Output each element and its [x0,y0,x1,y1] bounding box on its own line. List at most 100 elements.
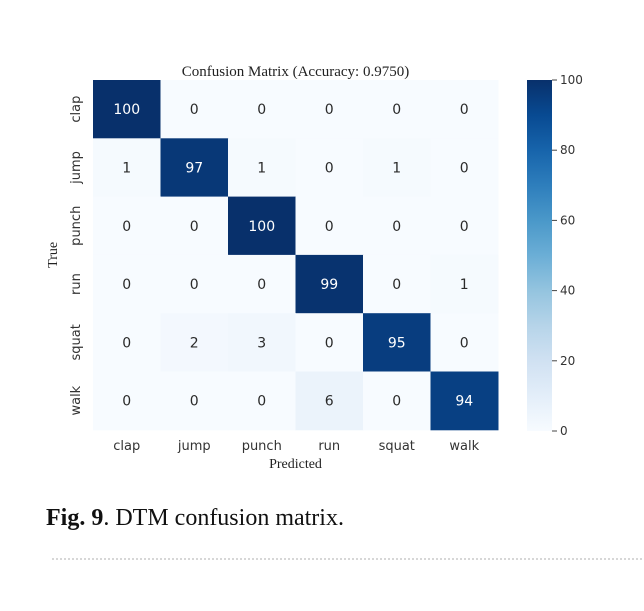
heatmap-cell [93,80,161,139]
heatmap-cell [93,371,161,431]
cell-value-label: 0 [325,102,334,118]
cell-value-label: 95 [388,335,406,351]
cell-value-label: 0 [460,160,469,176]
colorbar-tick-label: 100 [560,73,583,87]
x-tick-label: squat [379,439,415,454]
heatmap-cell [430,138,499,198]
heatmap-cell [228,80,296,139]
cell-value-label: 0 [325,219,334,235]
cell-value-label: 99 [320,277,338,293]
heatmap-cell [430,196,499,256]
cell-value-label: 0 [460,102,469,118]
heatmap-cell [93,196,161,256]
y-tick-label: clap [69,96,84,123]
heatmap-cell [363,196,431,256]
figure-caption: Fig. 9. DTM confusion matrix. [46,505,344,532]
chart-title: Confusion Matrix (Accuracy: 0.9750) [182,64,409,80]
cell-value-label: 3 [257,335,266,351]
heatmap-cell [228,313,296,372]
heatmap-cell [228,196,296,256]
x-axis-label: Predicted [269,457,322,472]
x-tick-label: walk [449,439,479,454]
heatmap-cell [160,313,229,372]
heatmap-cell [160,196,229,256]
heatmap-cell [228,254,296,314]
colorbar-tick-label: 20 [560,354,575,368]
y-tick-label: walk [69,385,84,415]
cell-value-label: 0 [122,394,131,410]
x-tick-label: run [318,439,340,454]
heatmap-cell [295,196,364,256]
x-tick-label: clap [113,439,140,454]
colorbar-tick-label: 60 [560,213,575,227]
cell-value-label: 97 [185,160,203,176]
heatmap-cell [295,254,364,314]
heatmap-cell [363,138,431,198]
heatmap-cell [295,80,364,139]
heatmap-cell [93,138,161,198]
cell-value-label: 0 [392,277,401,293]
cell-value-label: 0 [325,335,334,351]
y-tick-label: run [69,273,84,295]
heatmap-cell [93,254,161,314]
colorbar-tick-label: 0 [560,424,568,438]
cell-value-label: 0 [122,277,131,293]
x-tick-label: punch [242,439,282,454]
caption-text: . DTM confusion matrix. [103,505,344,531]
heatmap-cell [228,138,296,198]
colorbar-tick-label: 80 [560,143,575,157]
colorbar-tick-label: 40 [560,284,575,298]
heatmap-cell [295,138,364,198]
y-tick-label: punch [69,206,84,246]
cell-value-label: 1 [392,160,401,176]
cell-value-label: 0 [190,277,199,293]
cell-value-label: 0 [392,394,401,410]
cell-value-label: 1 [122,160,131,176]
cell-value-label: 0 [257,277,266,293]
heatmap-cell [295,371,364,431]
cell-value-label: 0 [122,335,131,351]
cell-value-label: 100 [248,219,275,235]
heatmap-cell [160,371,229,431]
cell-value-label: 0 [460,335,469,351]
cell-value-label: 0 [257,394,266,410]
cell-value-label: 0 [190,102,199,118]
y-tick-label: jump [69,151,84,185]
caption-label: Fig. 9 [46,505,104,531]
cell-value-label: 0 [460,219,469,235]
cell-value-label: 94 [455,394,473,410]
cell-value-label: 0 [392,102,401,118]
x-tick-label: jump [177,439,211,454]
caption-divider [52,558,642,560]
heatmap-cell [228,371,296,431]
cell-value-label: 1 [460,277,469,293]
confusion-matrix-chart: Confusion Matrix (Accuracy: 0.9750)100 0 0… [46,64,583,472]
heatmap-cell [363,371,431,431]
cell-value-label: 0 [325,160,334,176]
cell-value-label: 0 [392,219,401,235]
heatmap-cell [430,80,499,139]
heatmap-cell [295,313,364,372]
y-axis-label: True [46,242,61,268]
heatmap-cell [430,371,499,431]
cell-value-label: 2 [190,335,199,351]
heatmap-cell [430,254,499,314]
cell-value-label: 6 [325,394,334,410]
heatmap-cell [160,254,229,314]
heatmap-cell [363,80,431,139]
y-tick-label: squat [69,324,84,360]
cell-value-label: 0 [257,102,266,118]
colorbar [527,80,552,431]
heatmap-cell [160,138,229,198]
heatmap-cell [160,80,229,139]
cell-value-label: 0 [122,219,131,235]
heatmap-cell [363,313,431,372]
heatmap-cell [430,313,499,372]
cell-value-label: 100 [113,102,140,118]
heatmap-cell [93,313,161,372]
cell-value-label: 0 [190,394,199,410]
cell-value-label: 1 [257,160,266,176]
heatmap-cell [363,254,431,314]
cell-value-label: 0 [190,219,199,235]
